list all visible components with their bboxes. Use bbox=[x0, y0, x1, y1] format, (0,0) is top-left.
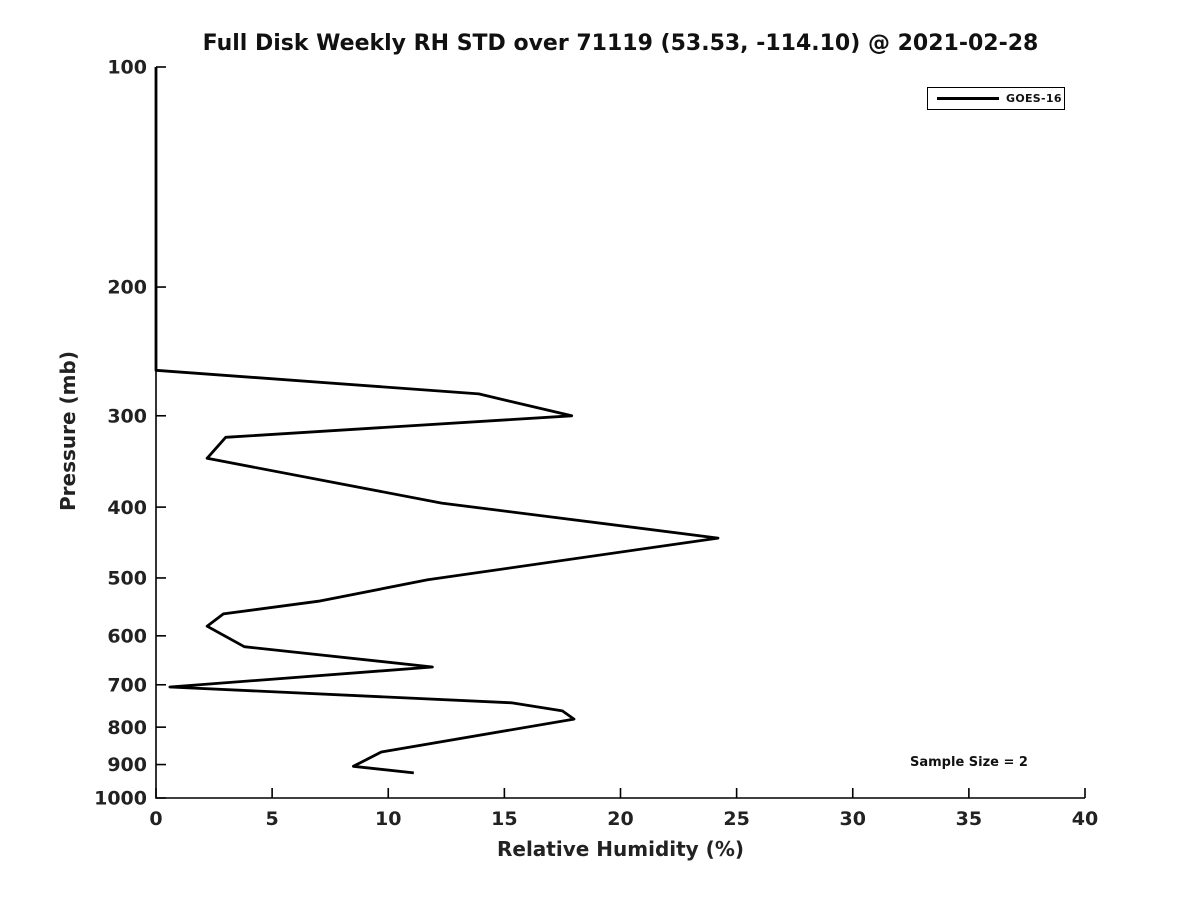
y-tick-label: 200 bbox=[107, 277, 147, 299]
y-tick-label: 900 bbox=[107, 754, 147, 776]
legend-line-sample-icon bbox=[937, 97, 999, 100]
x-tick-label: 20 bbox=[607, 808, 633, 830]
y-tick-label: 600 bbox=[107, 625, 147, 647]
y-tick-label: 100 bbox=[107, 57, 147, 79]
y-tick-label: 700 bbox=[107, 674, 147, 696]
x-tick-label: 10 bbox=[375, 808, 401, 830]
y-tick-label: 400 bbox=[107, 497, 147, 519]
x-axis-label: Relative Humidity (%) bbox=[496, 837, 745, 861]
legend-entry-label: GOES-16 bbox=[1006, 92, 1062, 105]
x-tick-label: 35 bbox=[956, 808, 982, 830]
legend: GOES-16 bbox=[927, 87, 1065, 110]
sample-size-annotation: Sample Size = 2 bbox=[910, 755, 1028, 770]
x-tick-label: 30 bbox=[840, 808, 866, 830]
rh-std-profile-line bbox=[154, 67, 720, 775]
y-tick-label: 300 bbox=[107, 405, 147, 427]
y-axis-label: Pressure (mb) bbox=[56, 351, 80, 511]
x-tick-label: 15 bbox=[491, 808, 517, 830]
y-tick-label: 500 bbox=[107, 568, 147, 590]
y-tick-label: 1000 bbox=[94, 788, 147, 810]
y-tick-label: 800 bbox=[107, 717, 147, 739]
x-tick-label: 25 bbox=[723, 808, 749, 830]
x-tick-label: 0 bbox=[149, 808, 162, 830]
x-tick-label: 5 bbox=[266, 808, 279, 830]
chart-title: Full Disk Weekly RH STD over 71119 (53.5… bbox=[202, 31, 1039, 56]
x-tick-label: 40 bbox=[1072, 808, 1098, 830]
